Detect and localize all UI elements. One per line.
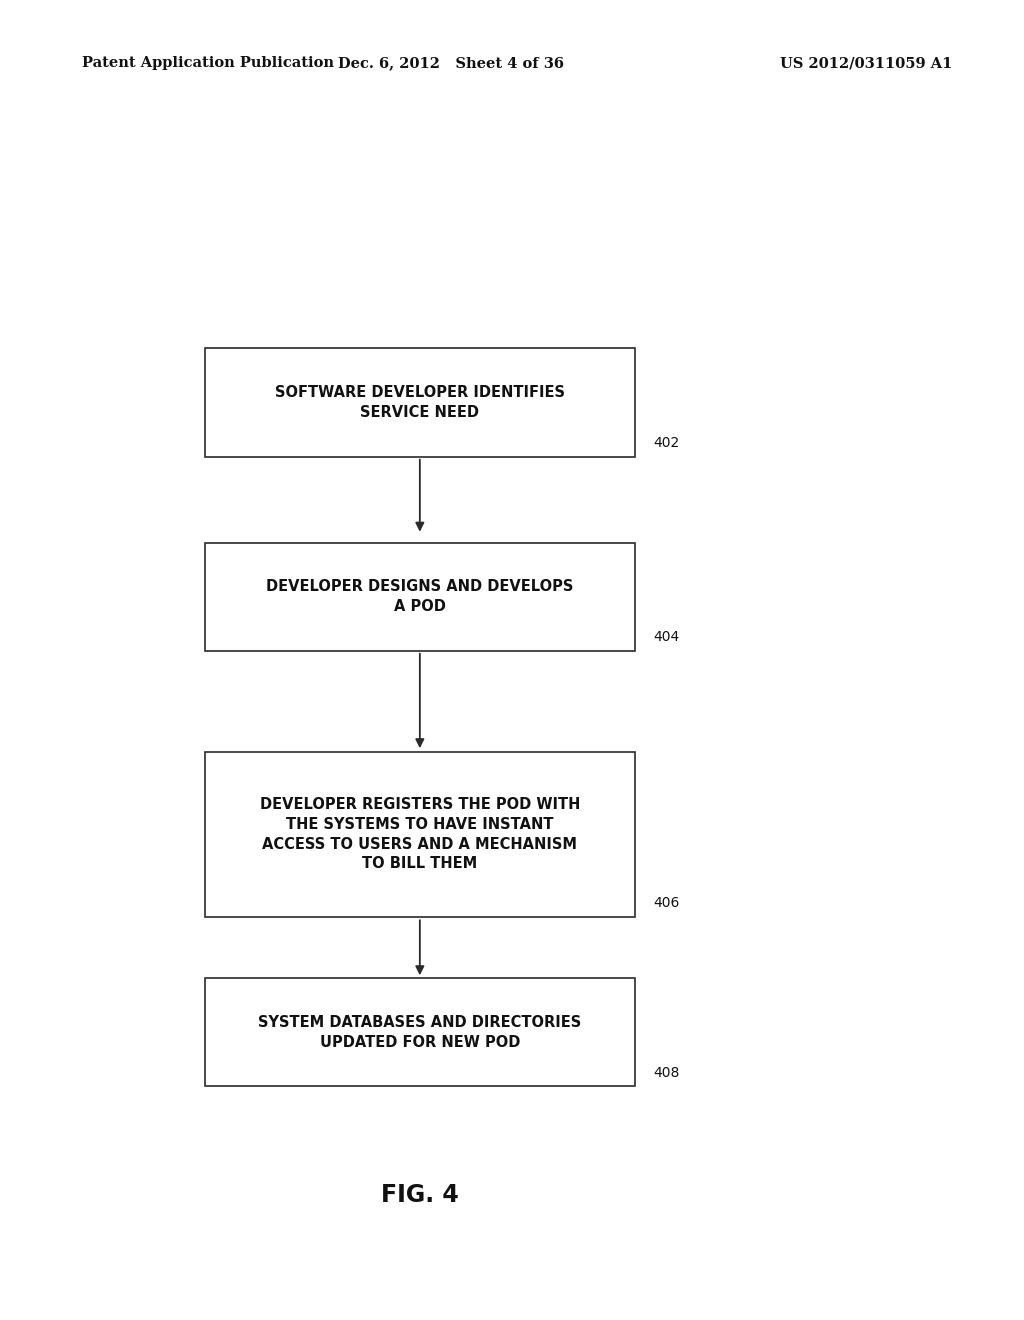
Text: 408: 408 bbox=[653, 1065, 680, 1080]
Text: DEVELOPER DESIGNS AND DEVELOPS
A POD: DEVELOPER DESIGNS AND DEVELOPS A POD bbox=[266, 579, 573, 614]
Text: 404: 404 bbox=[653, 630, 680, 644]
FancyBboxPatch shape bbox=[205, 978, 635, 1086]
Text: SYSTEM DATABASES AND DIRECTORIES
UPDATED FOR NEW POD: SYSTEM DATABASES AND DIRECTORIES UPDATED… bbox=[258, 1015, 582, 1049]
FancyBboxPatch shape bbox=[205, 543, 635, 651]
FancyBboxPatch shape bbox=[205, 348, 635, 457]
FancyBboxPatch shape bbox=[205, 752, 635, 916]
Text: DEVELOPER REGISTERS THE POD WITH
THE SYSTEMS TO HAVE INSTANT
ACCESS TO USERS AND: DEVELOPER REGISTERS THE POD WITH THE SYS… bbox=[260, 797, 580, 871]
Text: SOFTWARE DEVELOPER IDENTIFIES
SERVICE NEED: SOFTWARE DEVELOPER IDENTIFIES SERVICE NE… bbox=[274, 385, 565, 420]
Text: Dec. 6, 2012   Sheet 4 of 36: Dec. 6, 2012 Sheet 4 of 36 bbox=[338, 57, 563, 70]
Text: 402: 402 bbox=[653, 436, 680, 450]
Text: 406: 406 bbox=[653, 896, 680, 911]
Text: Patent Application Publication: Patent Application Publication bbox=[82, 57, 334, 70]
Text: US 2012/0311059 A1: US 2012/0311059 A1 bbox=[780, 57, 952, 70]
Text: FIG. 4: FIG. 4 bbox=[381, 1183, 459, 1206]
